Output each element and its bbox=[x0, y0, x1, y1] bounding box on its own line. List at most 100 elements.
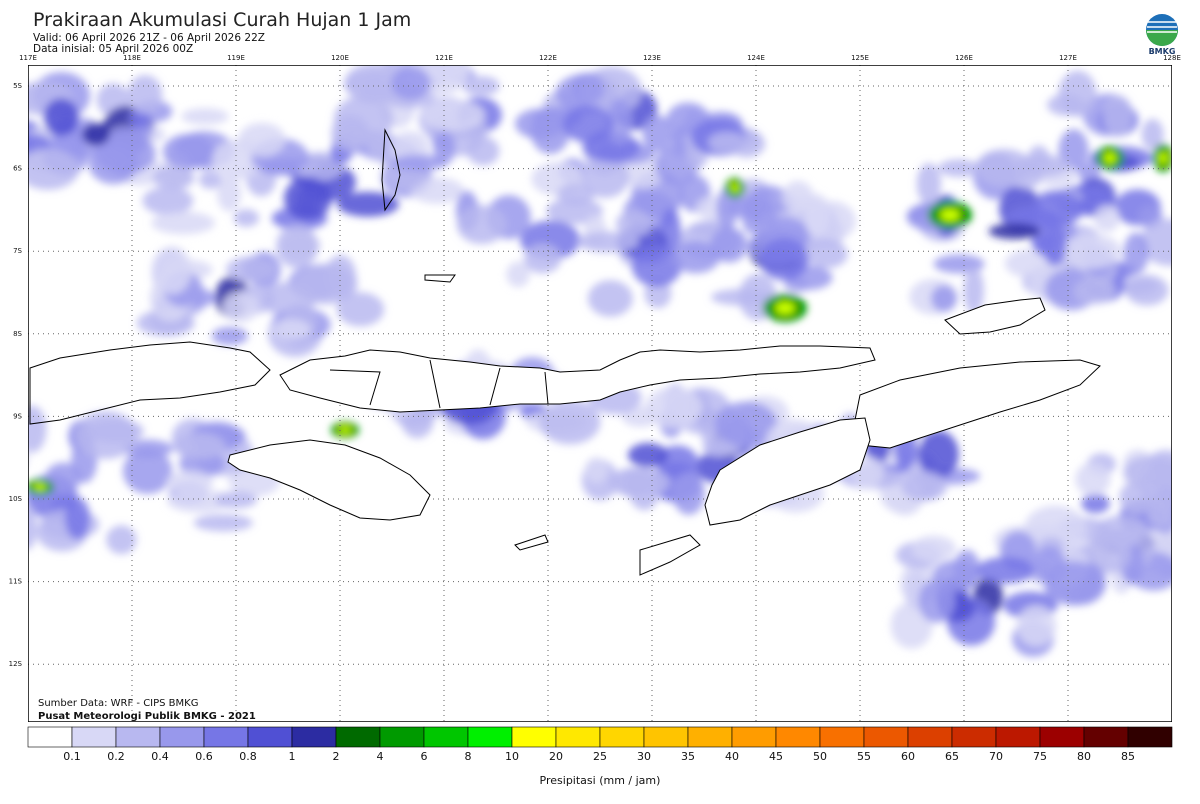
rain-cell bbox=[1033, 545, 1066, 583]
rain-cell bbox=[775, 301, 795, 315]
colorbar-tick-label: 6 bbox=[421, 750, 428, 763]
rain-cell bbox=[506, 261, 530, 288]
rain-cell bbox=[153, 246, 192, 295]
color-swatch bbox=[1039, 726, 1085, 748]
rain-cell bbox=[710, 227, 748, 263]
rain-cell bbox=[1075, 462, 1111, 496]
grid bbox=[28, 65, 1172, 722]
rain-cell bbox=[901, 471, 948, 502]
rain-cell bbox=[1073, 278, 1116, 305]
rain-cell bbox=[730, 183, 740, 193]
rain-cell bbox=[1103, 152, 1117, 164]
rain-cell bbox=[283, 176, 332, 221]
rain-cell bbox=[1147, 503, 1172, 528]
rain-field bbox=[28, 65, 1172, 657]
rain-cell bbox=[162, 133, 215, 170]
rain-cell bbox=[1081, 493, 1110, 514]
rain-cell bbox=[142, 186, 194, 216]
rain-cell bbox=[82, 123, 110, 146]
rain-cell bbox=[293, 263, 358, 305]
color-swatch bbox=[467, 726, 513, 748]
rain-cell bbox=[976, 556, 1035, 584]
rain-cell bbox=[938, 159, 980, 177]
colorbar-tick-label: 4 bbox=[377, 750, 384, 763]
lon-label: 123E bbox=[643, 54, 661, 62]
colorbar-tick-label: 35 bbox=[681, 750, 695, 763]
color-swatch bbox=[643, 726, 689, 748]
rain-cell bbox=[226, 256, 276, 283]
color-swatch bbox=[511, 726, 557, 748]
lon-label: 128E bbox=[1163, 54, 1181, 62]
rain-cell bbox=[576, 231, 640, 253]
rain-cell bbox=[410, 177, 465, 204]
rain-cell bbox=[217, 175, 242, 212]
rain-cell bbox=[606, 98, 633, 146]
color-swatch bbox=[907, 726, 953, 748]
rain-cell bbox=[181, 108, 229, 125]
lon-label: 122E bbox=[539, 54, 557, 62]
lat-label: 8S bbox=[13, 330, 22, 338]
lon-label: 124E bbox=[747, 54, 765, 62]
rain-cell bbox=[1060, 233, 1122, 269]
rain-cell bbox=[45, 462, 82, 493]
rain-cell bbox=[642, 115, 673, 152]
rain-cell bbox=[271, 318, 311, 340]
rain-cell bbox=[1102, 95, 1133, 137]
rain-cell bbox=[1088, 528, 1142, 550]
color-swatch bbox=[203, 726, 249, 748]
colorbar-tick-label: 0.4 bbox=[151, 750, 169, 763]
lon-label: 125E bbox=[851, 54, 869, 62]
color-swatch bbox=[775, 726, 821, 748]
rain-cell bbox=[336, 191, 400, 217]
rain-cell bbox=[918, 430, 959, 479]
initial-time: Data inisial: 05 April 2026 00Z bbox=[33, 43, 193, 55]
rain-cell bbox=[152, 165, 195, 190]
colorbar-tick-label: 30 bbox=[637, 750, 651, 763]
rain-cell bbox=[627, 442, 669, 468]
rain-cell bbox=[587, 280, 633, 317]
rain-cell bbox=[173, 432, 226, 460]
color-swatch bbox=[951, 726, 997, 748]
rain-cell bbox=[1123, 232, 1149, 275]
color-swatch bbox=[1083, 726, 1129, 748]
lat-label: 7S bbox=[13, 247, 22, 255]
rain-cell bbox=[931, 285, 957, 312]
colorbar-tick-label: 40 bbox=[725, 750, 739, 763]
rain-cell bbox=[166, 489, 231, 513]
rain-cell bbox=[28, 504, 38, 550]
rain-cell bbox=[918, 579, 956, 623]
color-swatch bbox=[115, 726, 161, 748]
color-swatch bbox=[995, 726, 1041, 748]
rain-cell bbox=[456, 204, 507, 245]
rain-cell bbox=[28, 133, 51, 153]
lon-label: 119E bbox=[227, 54, 245, 62]
lon-label: 118E bbox=[123, 54, 141, 62]
lat-label: 9S bbox=[13, 412, 22, 420]
rain-cell bbox=[523, 244, 562, 274]
coastlines bbox=[29, 128, 1101, 576]
colorbar-tick-label: 55 bbox=[857, 750, 871, 763]
rain-cell bbox=[198, 170, 222, 189]
rain-cell bbox=[43, 98, 79, 137]
color-swatch bbox=[863, 726, 909, 748]
rain-cell bbox=[911, 535, 956, 562]
rain-cell bbox=[222, 291, 259, 323]
rain-cell bbox=[584, 457, 608, 484]
rain-cell bbox=[1016, 605, 1057, 647]
rain-cell bbox=[803, 193, 830, 238]
rain-cell bbox=[1125, 274, 1169, 306]
color-swatch bbox=[1127, 726, 1173, 748]
rain-cell bbox=[1013, 161, 1042, 189]
lon-label: 117E bbox=[19, 54, 37, 62]
rain-cell bbox=[233, 209, 260, 227]
colorbar-tick-label: 80 bbox=[1077, 750, 1091, 763]
rain-cell bbox=[151, 211, 215, 235]
lon-label: 126E bbox=[955, 54, 973, 62]
rain-cell bbox=[988, 223, 1041, 240]
rain-cell bbox=[562, 105, 614, 143]
colorbar-tick-label: 0.8 bbox=[239, 750, 257, 763]
colorbar-tick-label: 20 bbox=[549, 750, 563, 763]
rain-cell bbox=[122, 448, 173, 494]
colorbar-tick-label: 75 bbox=[1033, 750, 1047, 763]
rain-cell bbox=[166, 470, 214, 494]
